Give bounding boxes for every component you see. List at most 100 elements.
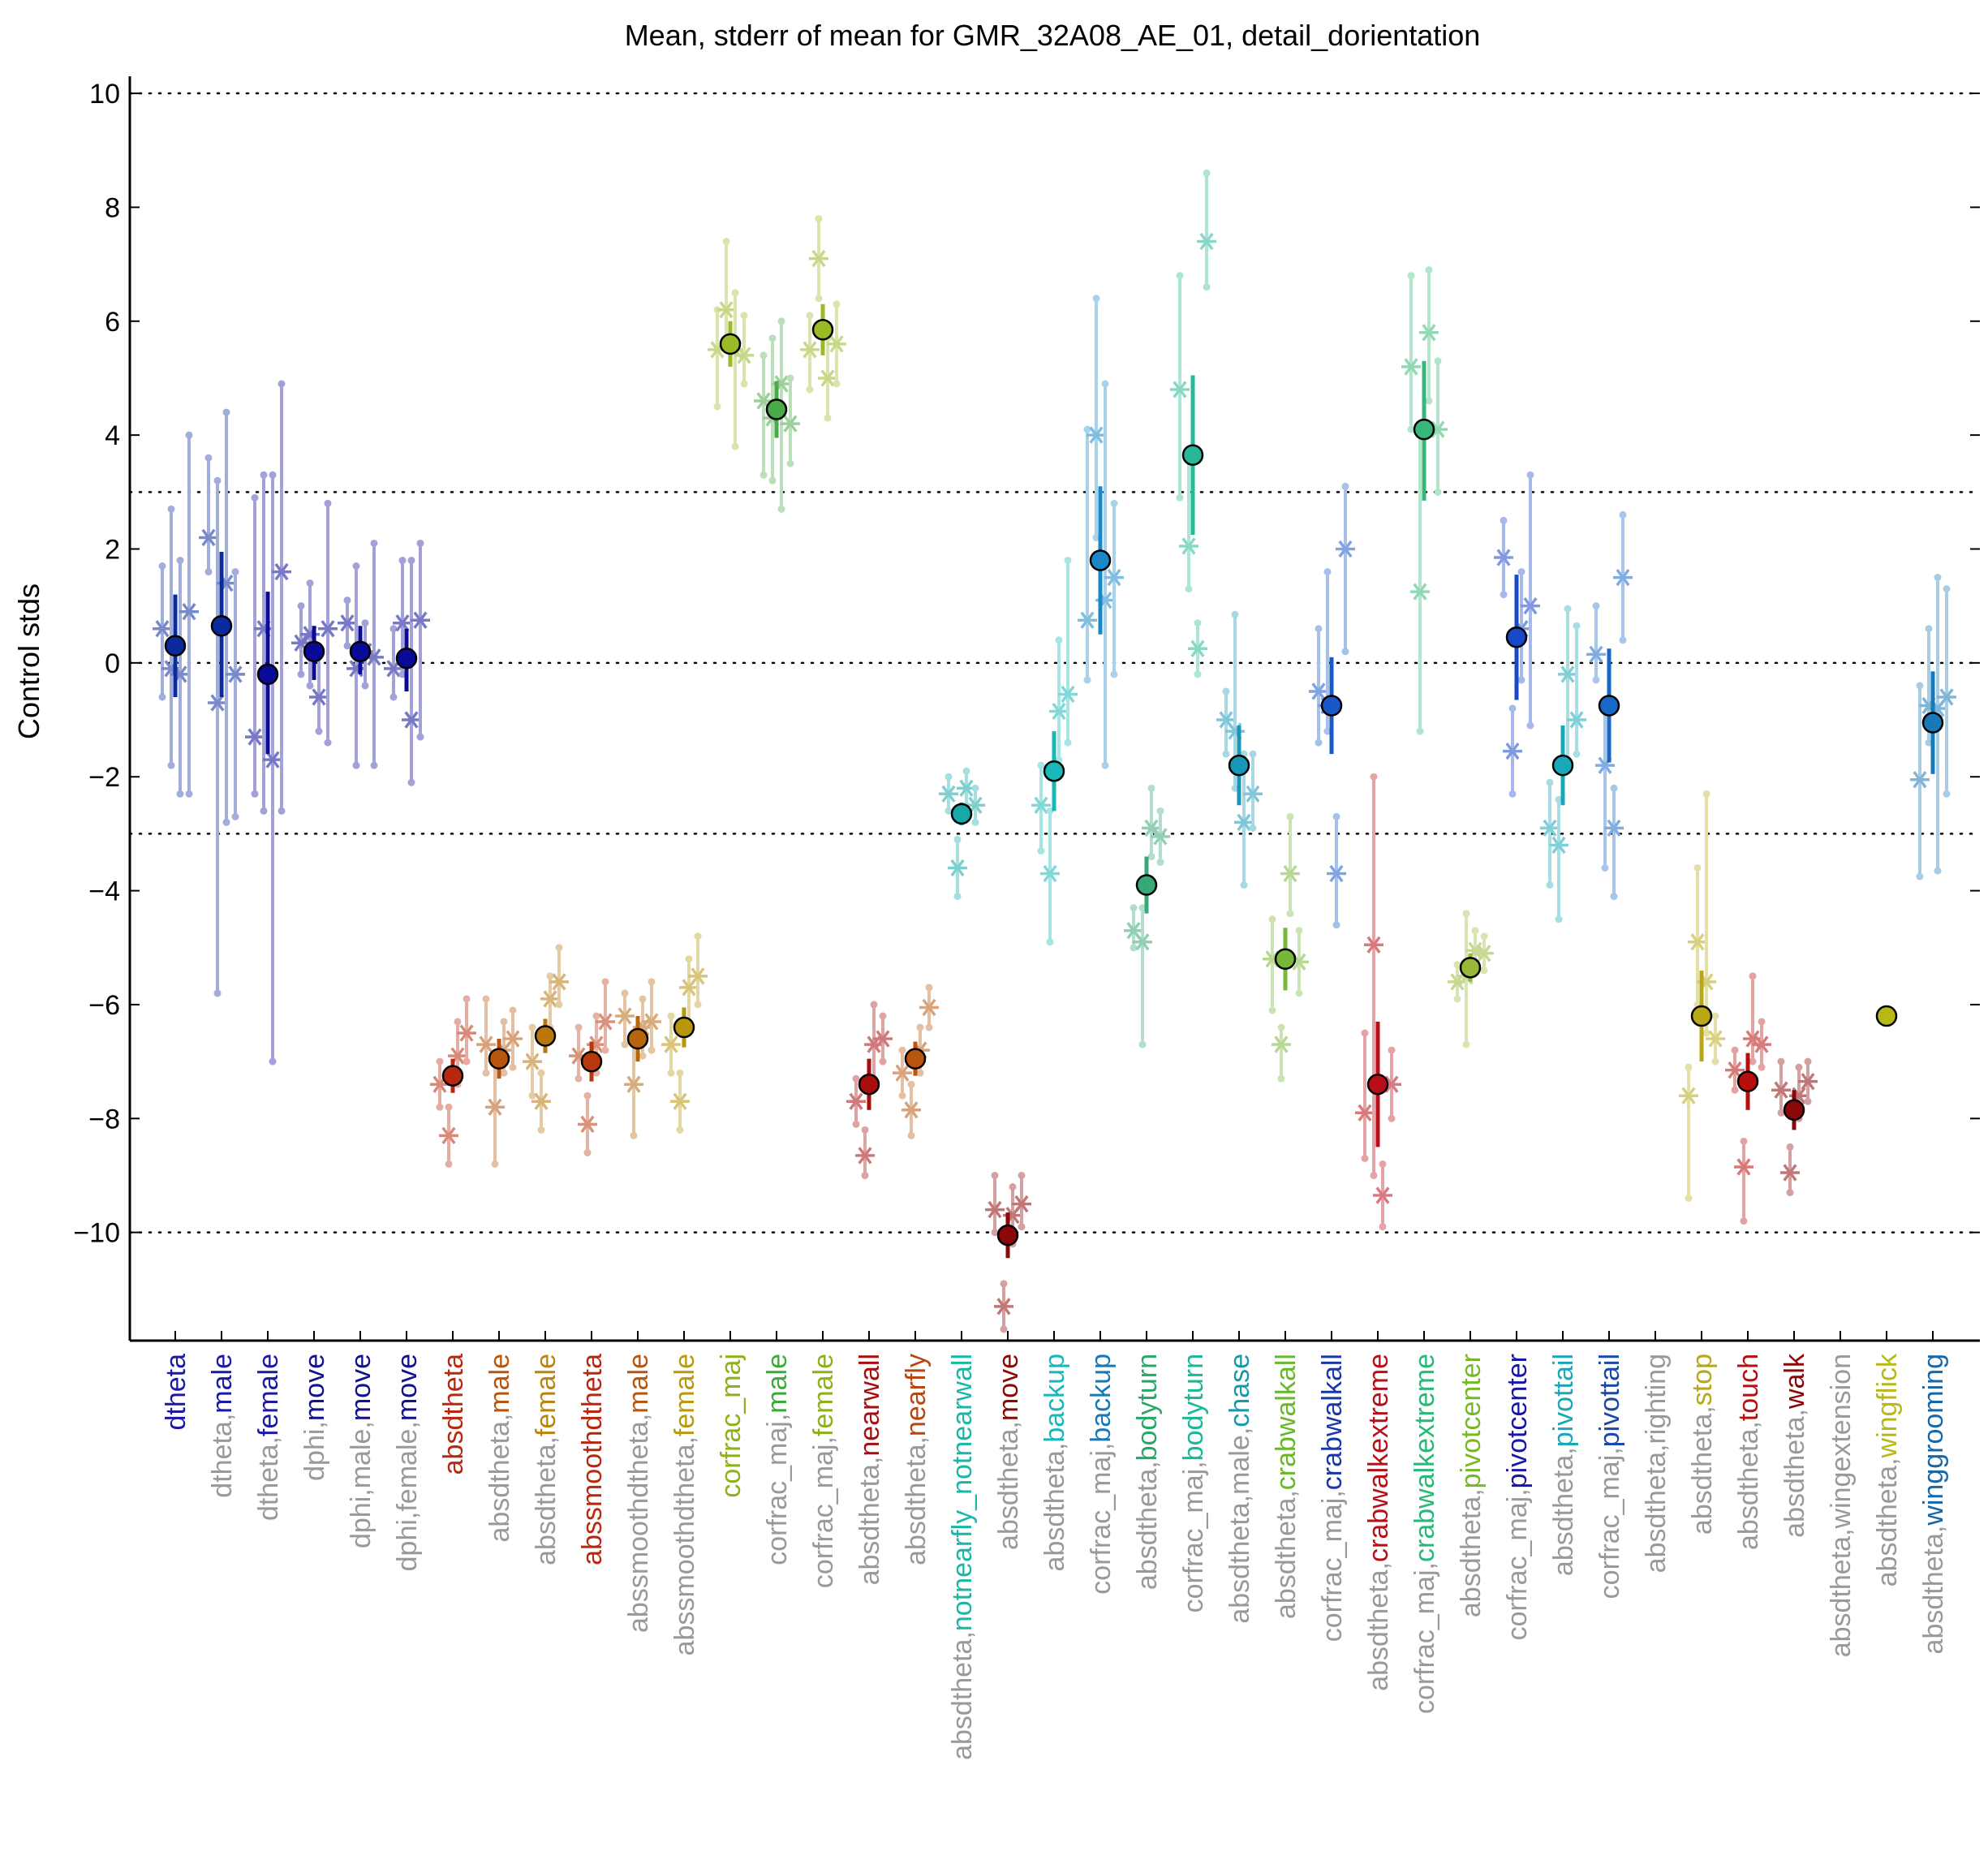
x-tick-label: absdtheta,move (993, 1354, 1024, 1550)
mean-point (1736, 1053, 1759, 1110)
sub-point (318, 499, 338, 747)
y-tick-label: −4 (88, 876, 120, 907)
mean-point (1505, 575, 1528, 700)
mean-point (1690, 970, 1713, 1062)
sub-point (1401, 272, 1421, 433)
mean-point (210, 552, 233, 697)
sub-point (596, 978, 615, 1054)
mean-point (488, 1039, 510, 1079)
y-axis-label: Control stds (12, 583, 45, 739)
x-tick-label: corfrac_maj,pivottail (1594, 1354, 1625, 1599)
mean-layer (164, 304, 1944, 1259)
x-tick-label: dtheta (161, 1354, 191, 1431)
sub-point (1382, 1046, 1401, 1122)
sub-point (1780, 1143, 1800, 1197)
sub-point (245, 493, 265, 798)
sub-point (1058, 557, 1078, 747)
mean-point (1366, 1021, 1389, 1147)
mean-point (811, 304, 834, 355)
sub-point (1142, 784, 1161, 860)
sub-point (800, 312, 820, 394)
x-tick-label: absdtheta,nearwall (854, 1354, 885, 1585)
mean-point (1320, 657, 1343, 755)
sub-point (809, 214, 828, 303)
mean-point (256, 592, 279, 755)
sub-point (688, 932, 708, 1009)
mean-point (1921, 671, 1944, 774)
sub-point (1078, 425, 1097, 684)
x-tick-label: corfrac_maj,crabwalkextreme (1409, 1354, 1440, 1714)
mean-point (626, 1015, 649, 1062)
sub-point (1521, 471, 1540, 730)
x-tick-label: abssmoothdtheta (577, 1354, 608, 1565)
mean-point (950, 802, 973, 825)
y-tick-label: −8 (88, 1104, 120, 1135)
sub-point (1586, 602, 1606, 684)
sub-point (1679, 1063, 1698, 1203)
sub-point (1049, 636, 1069, 764)
sub-point (919, 984, 939, 1031)
sub-point (1170, 272, 1190, 502)
mean-point (441, 1058, 464, 1093)
x-tick-label: absdtheta,winggrooming (1918, 1354, 1949, 1654)
x-tick-label: corfrac_maj,pivotcenter (1502, 1354, 1533, 1640)
sub-point (1725, 1046, 1745, 1094)
x-tick-label: absdtheta,pivottail (1548, 1354, 1579, 1576)
mean-point (1783, 1090, 1805, 1130)
sub-point (1133, 904, 1152, 1048)
x-tick-label: absdtheta,stop (1687, 1354, 1718, 1535)
sub-point (226, 568, 245, 820)
x-tick-label: corfrac_maj (716, 1354, 747, 1498)
x-axis-ticks: dtheta dtheta,male dtheta,female dphi,move d… (161, 1331, 1949, 1760)
x-tick-label: corfrac_maj,crabwalkall (1317, 1354, 1348, 1642)
sub-point (1243, 750, 1263, 832)
sub-point (873, 1012, 893, 1066)
mean-point (1228, 725, 1250, 806)
x-tick-label: dtheta,male (207, 1354, 238, 1498)
sub-point (1263, 915, 1282, 1014)
y-tick-label: −2 (88, 762, 120, 793)
x-tick-label: absdtheta,male,chase (1224, 1354, 1255, 1624)
y-tick-label: 6 (105, 307, 120, 338)
mean-point (673, 1007, 695, 1048)
sub-point (994, 1280, 1013, 1333)
sub-point (661, 1012, 681, 1077)
sub-point (1197, 169, 1216, 291)
sub-point (893, 1046, 912, 1100)
x-tick-label: dtheta,female (253, 1354, 284, 1521)
sub-point (1188, 619, 1207, 678)
mean-point (1551, 725, 1574, 806)
y-tick-label: 10 (89, 79, 120, 110)
y-tick-label: 2 (105, 534, 120, 565)
mean-point (580, 1041, 603, 1082)
sub-point (1272, 1023, 1291, 1083)
x-tick-label: abssmoothdtheta,female (669, 1354, 700, 1655)
sub-point (615, 989, 635, 1048)
sub-point (153, 562, 172, 701)
y-tick-label: −10 (73, 1218, 120, 1249)
sub-point (1364, 773, 1383, 1179)
y-tick-label: −6 (88, 990, 120, 1021)
sub-point (1373, 1160, 1392, 1231)
sub-point (642, 978, 661, 1054)
reference-lines (128, 92, 1982, 1234)
sub-point (781, 374, 800, 467)
mean-point (719, 321, 742, 367)
mean-point (1875, 1005, 1898, 1027)
sub-point (1494, 516, 1513, 599)
mean-point (765, 381, 788, 438)
sub-point (1910, 682, 1930, 880)
sub-point (430, 1057, 450, 1111)
sub-point (1327, 812, 1346, 929)
y-tick-label: 8 (105, 192, 120, 223)
sub-point (1474, 932, 1494, 975)
sub-point (827, 300, 846, 388)
sub-point (503, 1006, 523, 1071)
y-tick-label: 4 (105, 420, 120, 451)
x-tick-label: absdtheta,touch (1733, 1354, 1764, 1550)
x-tick-label: absdtheta,wingflick (1872, 1353, 1903, 1587)
chart-title: Mean, stderr of mean for GMR_32A08_AE_01… (625, 19, 1481, 52)
sub-point (1355, 1029, 1375, 1162)
mean-point (996, 1212, 1019, 1259)
sub-point (1087, 295, 1106, 541)
